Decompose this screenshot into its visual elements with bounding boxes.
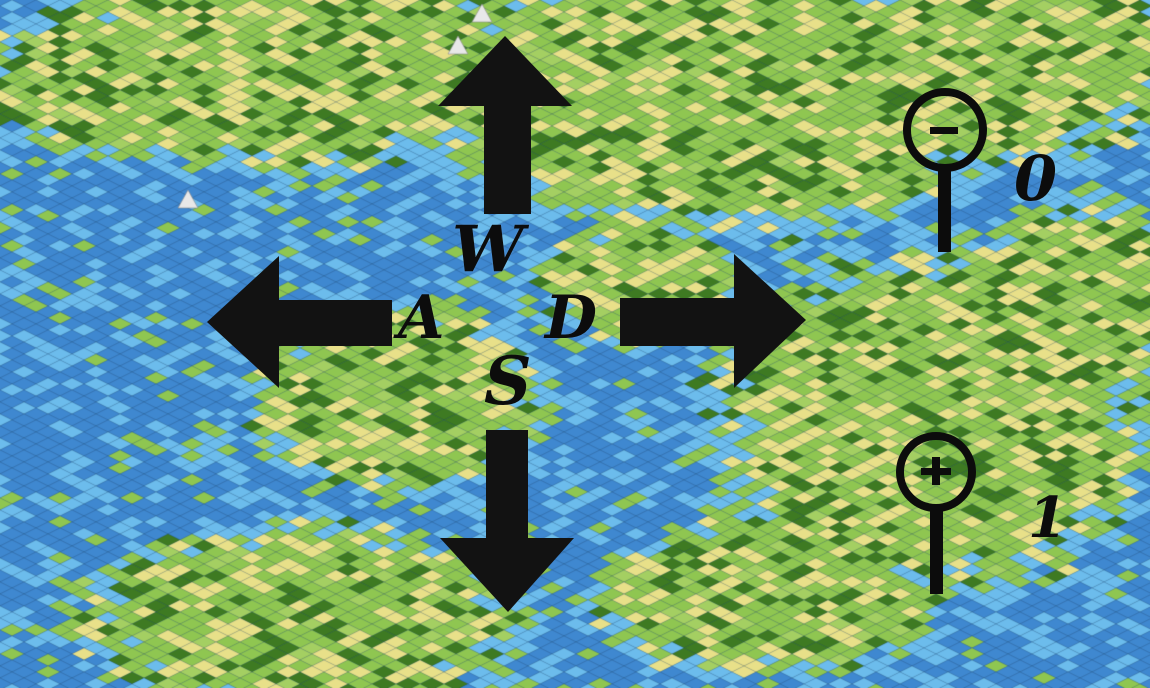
key-a-label: A xyxy=(398,283,445,353)
key-d-label: D xyxy=(545,283,598,353)
arrow-up-icon xyxy=(438,36,572,214)
key-zoom-in-label: 1 xyxy=(1028,485,1067,551)
key-s-label: S xyxy=(484,342,532,420)
arrow-down-icon xyxy=(440,430,574,612)
arrow-right-icon xyxy=(620,254,806,388)
key-w-label: W xyxy=(452,212,524,287)
arrow-left-icon xyxy=(207,256,392,388)
zoom-out-icon xyxy=(903,88,987,252)
zoom-in-icon xyxy=(896,432,976,594)
key-zoom-out-label: 0 xyxy=(1014,142,1058,215)
